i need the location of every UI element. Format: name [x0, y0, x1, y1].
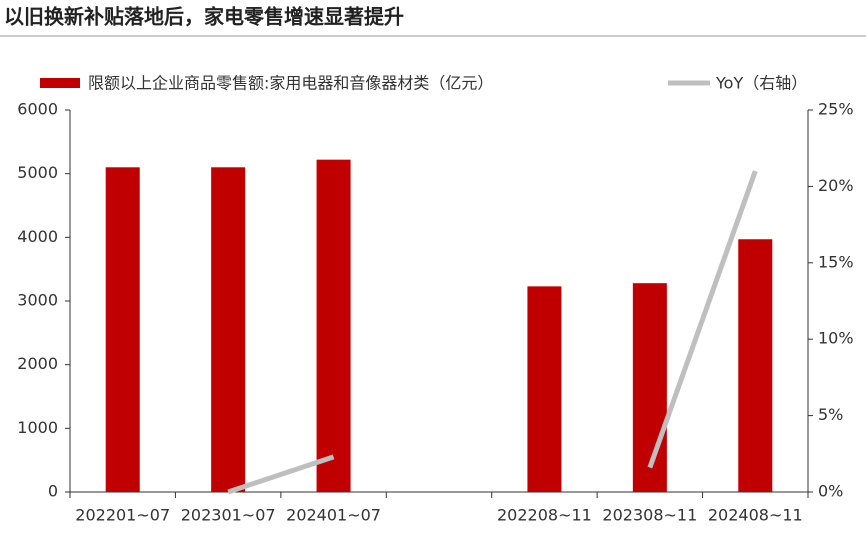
legend-swatch	[40, 78, 80, 88]
chart-title: 以旧换新补贴落地后，家电零售增速显著提升	[4, 5, 404, 29]
y2-tick-label: 25%	[818, 100, 854, 119]
y-tick-label: 6000	[17, 100, 58, 119]
bar	[527, 286, 562, 492]
y-tick-label: 5000	[17, 163, 58, 182]
bar	[105, 167, 140, 493]
y-tick-label: 3000	[17, 291, 58, 310]
bar	[738, 239, 773, 492]
legend-label: YoY（右轴）	[715, 74, 807, 93]
y2-tick-label: 15%	[818, 252, 854, 271]
y2-tick-label: 20%	[818, 176, 854, 195]
y2-tick-label: 5%	[818, 405, 843, 424]
x-tick-label: 202408~11	[708, 506, 803, 525]
y2-tick-label: 0%	[818, 482, 843, 501]
bar	[211, 167, 246, 493]
y-tick-label: 1000	[17, 418, 58, 437]
bar	[632, 283, 667, 492]
legend-label: 限额以上企业商品零售额:家用电器和音像器材类（亿元）	[88, 74, 493, 93]
y-tick-label: 4000	[17, 227, 58, 246]
y-tick-label: 0	[48, 482, 58, 501]
x-tick-label: 202308~11	[602, 506, 697, 525]
x-tick-label: 202208~11	[497, 506, 592, 525]
x-tick-label: 202401~07	[286, 506, 381, 525]
line	[227, 170, 758, 495]
x-tick-label: 202201~07	[75, 506, 170, 525]
x-tick-label: 202301~07	[181, 506, 276, 525]
y2-tick-label: 10%	[818, 329, 854, 348]
bar	[316, 159, 351, 492]
y-tick-label: 2000	[17, 354, 58, 373]
